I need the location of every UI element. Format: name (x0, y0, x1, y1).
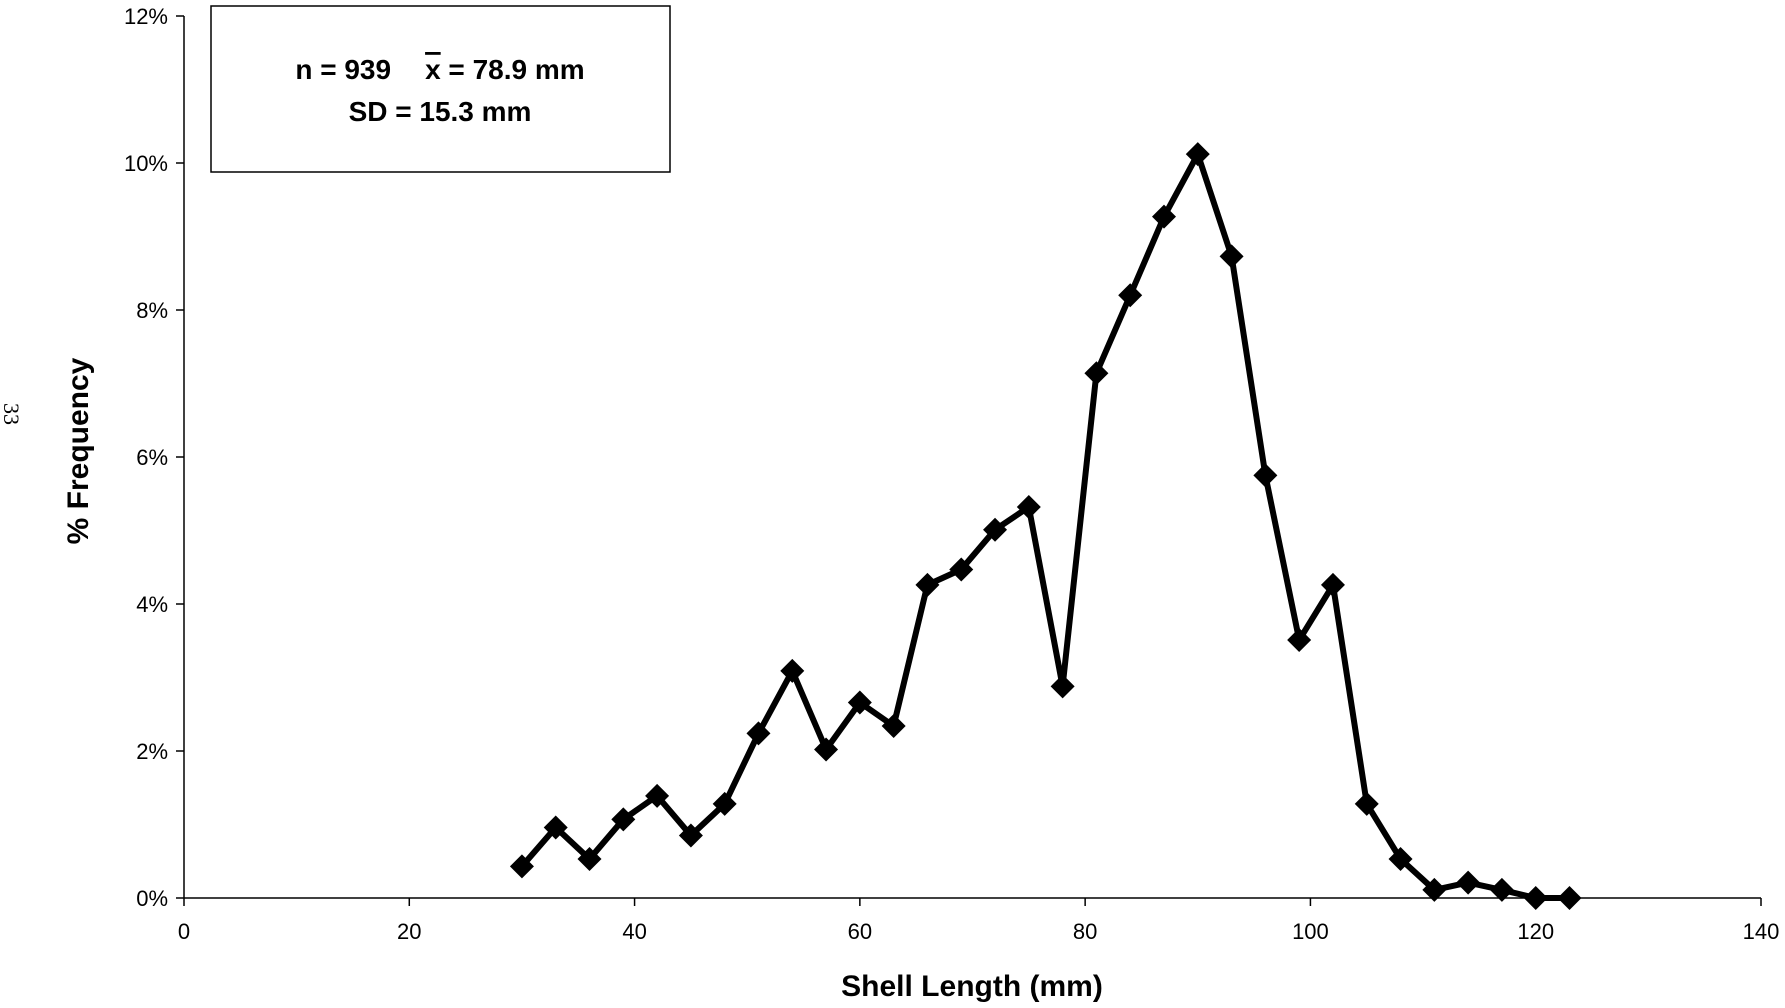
series (509, 142, 1582, 910)
data-point-marker (780, 658, 805, 683)
x-tick-label: 120 (1517, 919, 1554, 944)
stats-mean-symbol: x (425, 54, 441, 85)
y-axis-title: % Frequency (62, 357, 95, 544)
data-point-marker (645, 783, 670, 808)
data-point-marker (814, 737, 839, 762)
stats-mean: = 78.9 mm (441, 54, 585, 85)
data-point-marker (847, 690, 872, 715)
data-point-marker (1422, 877, 1447, 902)
y-tick-label: 6% (136, 445, 168, 470)
data-point-marker (1118, 283, 1143, 308)
stats-line-1: n = 939 x = 78.9 mm (295, 54, 584, 85)
x-tick-label: 100 (1292, 919, 1329, 944)
x-tick-label: 60 (848, 919, 872, 944)
data-point-marker (577, 847, 602, 872)
x-tick-labels: 0 20 40 60 80 100 120 140 (178, 919, 1779, 944)
data-point-marker (1489, 877, 1514, 902)
data-point-marker (915, 572, 940, 597)
data-point-marker (1320, 572, 1345, 597)
x-tick-label: 80 (1073, 919, 1097, 944)
data-point-marker (678, 823, 703, 848)
y-tick-labels: 0% 2% 4% 6% 8% 10% 12% (124, 4, 168, 911)
y-tick-label: 10% (124, 151, 168, 176)
stats-n: n = 939 (295, 54, 391, 85)
x-tick-label: 20 (397, 919, 421, 944)
data-point-marker (1557, 886, 1582, 910)
data-point-marker (1253, 463, 1278, 488)
data-point-marker (1456, 870, 1481, 895)
series-line (519, 146, 1570, 901)
data-point-marker (1016, 494, 1041, 519)
data-point-marker (949, 557, 974, 582)
y-tick-label: 0% (136, 886, 168, 911)
y-tick-label: 4% (136, 592, 168, 617)
stats-line-2: SD = 15.3 mm (349, 96, 532, 127)
data-point-marker (611, 807, 636, 832)
x-axis-title: Shell Length (mm) (841, 970, 1103, 1003)
x-tick-label: 40 (622, 919, 646, 944)
data-point-marker (1523, 886, 1548, 910)
data-point-marker (543, 815, 568, 840)
y-tick-label: 2% (136, 739, 168, 764)
page-number: 33 (0, 403, 24, 425)
data-point-marker (712, 791, 737, 816)
data-point-marker (1185, 142, 1210, 167)
y-tick-label: 8% (136, 298, 168, 323)
x-tick-label: 140 (1743, 919, 1780, 944)
data-point-marker (509, 854, 534, 879)
data-point-marker (1151, 204, 1176, 229)
data-point-marker (1084, 361, 1109, 386)
data-point-marker (1050, 674, 1075, 699)
data-point-marker (983, 517, 1008, 542)
data-point-marker (1287, 628, 1312, 653)
data-point-marker (881, 714, 906, 739)
data-point-marker (1219, 244, 1244, 269)
x-tick-label: 0 (178, 919, 190, 944)
data-point-marker (746, 721, 771, 746)
stats-box (210, 5, 671, 173)
data-point-marker (1354, 791, 1379, 816)
y-tick-label: 12% (124, 4, 168, 29)
data-point-marker (1388, 847, 1413, 872)
